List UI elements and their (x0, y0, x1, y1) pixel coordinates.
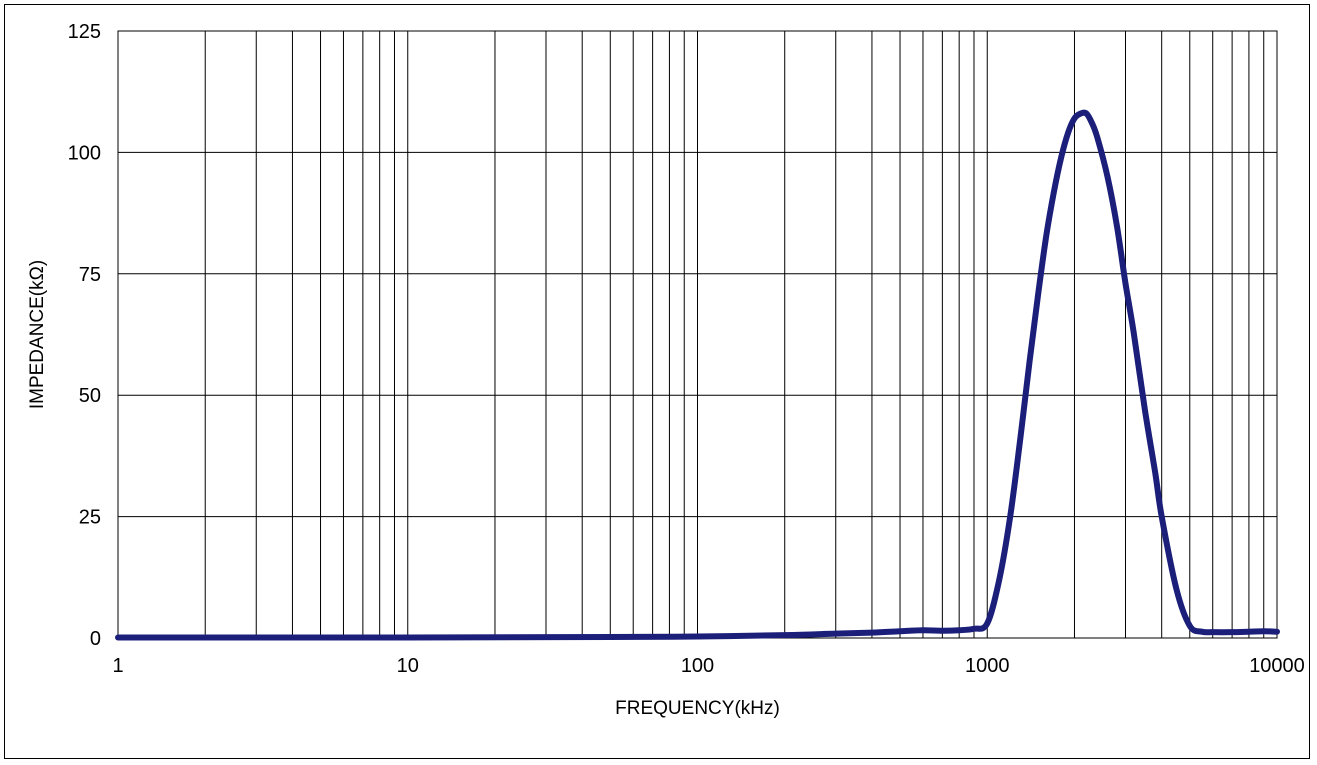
y-tick-label: 25 (79, 507, 101, 529)
y-tick-label: 0 (90, 628, 101, 650)
chart-frame: 1 10 100 1000 10000 0 25 50 75 100 125 FREQUENCY(… (4, 4, 1310, 759)
y-tick-label: 75 (79, 264, 101, 286)
x-tick-label: 100 (681, 655, 714, 677)
x-tick-labels: 1 10 100 1000 10000 (112, 655, 1304, 677)
x-tick-label: 1000 (965, 655, 1010, 677)
vertical-gridlines (117, 31, 1278, 638)
y-axis-label: IMPEDANCE(kΩ) (27, 260, 48, 409)
y-tick-labels: 0 25 50 75 100 125 (68, 21, 101, 650)
y-tick-label: 125 (68, 21, 101, 43)
x-tick-label: 10 (397, 655, 419, 677)
x-tick-label: 1 (112, 655, 123, 677)
y-tick-label: 50 (79, 385, 101, 407)
impedance-series-line (115, 109, 1280, 641)
impedance-chart: 1 10 100 1000 10000 0 25 50 75 100 125 FREQUENCY(… (27, 21, 1305, 719)
x-tick-label: 10000 (1249, 655, 1305, 677)
x-axis-label: FREQUENCY(kHz) (615, 698, 780, 719)
y-tick-label: 100 (68, 142, 101, 164)
